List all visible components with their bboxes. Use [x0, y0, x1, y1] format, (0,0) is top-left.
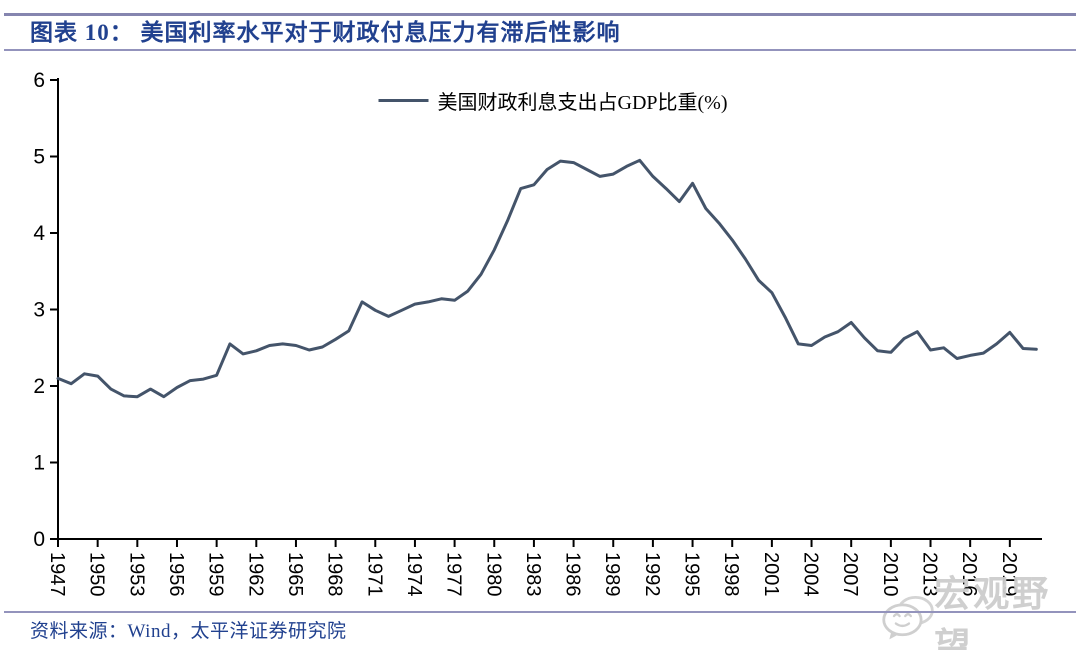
legend: 美国财政利息支出占GDP比重(%) [378, 86, 728, 115]
x-tick-label: 1965 [284, 552, 306, 597]
source-rule [4, 611, 1076, 613]
x-tick-label: 1953 [125, 552, 147, 597]
x-tick-label: 2016 [958, 552, 980, 597]
x-tick-label: 1983 [522, 552, 544, 597]
title-rule-bottom [4, 49, 1076, 51]
x-tick-label: 1992 [641, 552, 663, 597]
y-tick-label: 1 [33, 452, 45, 475]
x-tick-label: 2019 [998, 552, 1020, 597]
x-tick-label: 1971 [363, 552, 385, 597]
wechat-bubble-icon [882, 595, 934, 640]
x-tick-label: 1998 [720, 552, 742, 597]
y-tick-label: 0 [33, 528, 45, 551]
legend-line-sample [378, 99, 429, 102]
x-tick-label: 1977 [443, 552, 465, 597]
x-tick-label: 2013 [919, 552, 941, 597]
x-tick-label: 1959 [205, 552, 227, 597]
data-series-line [56, 158, 1038, 399]
x-tick-label: 1974 [403, 552, 425, 597]
x-tick-label: 1980 [482, 552, 504, 597]
x-tick-label: 2001 [760, 552, 782, 597]
watermark: 宏观野望 [880, 565, 1080, 650]
source-text: 资料来源：Wind，太平洋证券研究院 [30, 621, 347, 642]
y-tick-label: 2 [33, 375, 45, 398]
y-tick-label: 6 [33, 69, 45, 92]
x-tick-label: 1986 [562, 552, 584, 597]
x-tick-label: 1962 [244, 552, 266, 597]
y-tick-label: 5 [33, 146, 45, 169]
title-rule-top [4, 13, 1076, 16]
x-tick-label: 1947 [46, 552, 68, 597]
x-tick-label: 1968 [324, 552, 346, 597]
y-tick-label: 3 [33, 299, 45, 322]
legend-label: 美国财政利息支出占GDP比重(%) [437, 92, 728, 114]
y-tick-label: 4 [33, 222, 45, 245]
figure-title: 图表 10： 美国利率水平对于财政付息压力有滞后性影响 [30, 20, 621, 45]
x-tick-label: 1956 [165, 552, 187, 597]
x-tick-label: 2010 [879, 552, 901, 597]
x-tick-label: 2004 [800, 552, 822, 597]
x-tick-label: 1989 [601, 552, 623, 597]
x-tick-label: 1995 [681, 552, 703, 597]
watermark-text: 宏观野望 [934, 573, 1052, 650]
x-tick-label: 1950 [86, 552, 108, 597]
x-tick-label: 2007 [839, 552, 861, 597]
